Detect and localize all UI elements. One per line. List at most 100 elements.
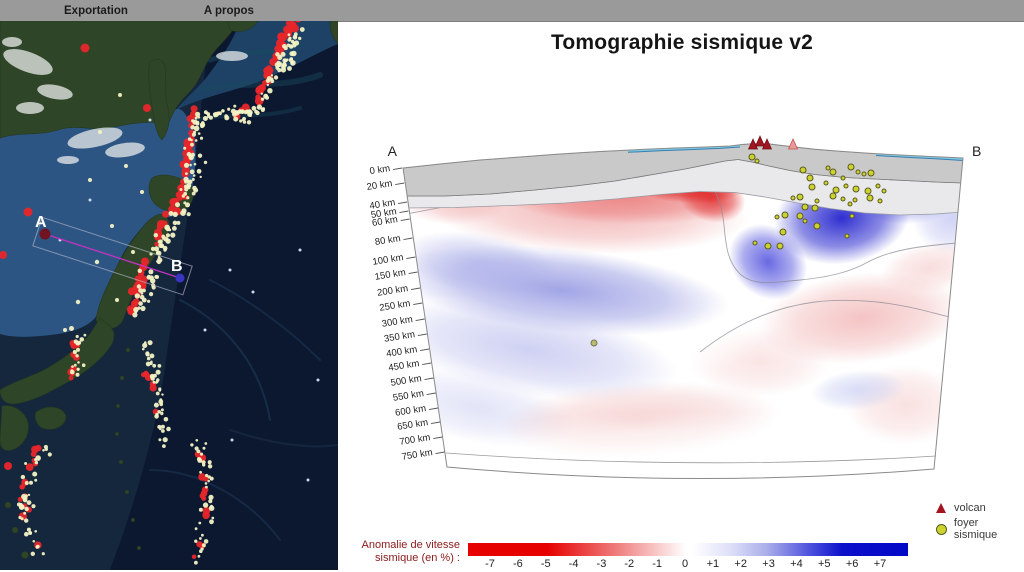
depth-tick-label: 450 km	[388, 358, 421, 374]
earthquake-dot	[162, 437, 168, 443]
earthquake-dot	[158, 388, 162, 392]
earthquake-dot	[35, 455, 41, 461]
earthquake-dot	[160, 411, 164, 416]
anomaly-blob	[810, 369, 906, 411]
depth-tick	[435, 451, 445, 455]
colorbar-tick: 0	[681, 558, 689, 570]
depth-tick-label: 650 km	[396, 417, 429, 433]
earthquake-dot	[193, 162, 197, 166]
earthquake-dot	[124, 164, 128, 168]
earthquake-dot	[47, 452, 52, 457]
earthquake-dot	[20, 504, 25, 510]
hypocenter-marker	[776, 242, 784, 250]
earthquake-dot	[201, 495, 207, 501]
map-canvas[interactable]: A B	[0, 21, 338, 570]
earthquake-dot	[136, 284, 142, 289]
earthquake-dot	[196, 457, 202, 462]
earthquake-dot	[190, 105, 198, 113]
earthquake-dot	[260, 92, 263, 95]
earthquake-dot	[227, 107, 231, 111]
earthquake-dot	[194, 116, 198, 120]
earthquake-dot	[157, 239, 162, 244]
pacific-deep	[110, 21, 338, 570]
earthquake-dot	[75, 372, 80, 377]
colorbar-tick: -3	[596, 558, 607, 570]
section-outline	[402, 143, 964, 480]
hypocenter-marker	[840, 196, 846, 202]
section-label-b: B	[972, 143, 981, 159]
earthquake-dot	[83, 333, 87, 337]
earthquake-dot	[148, 118, 152, 122]
depth-tick-label: 50 km	[370, 206, 397, 221]
earthquake-dot	[191, 554, 197, 560]
earthquake-dot	[41, 552, 45, 556]
earthquake-dot	[200, 490, 208, 497]
earthquake-dot	[184, 187, 189, 192]
earthquake-dot	[233, 104, 237, 108]
earthquake-dot	[34, 460, 39, 465]
earthquake-dot	[298, 248, 302, 252]
hypocenter-marker	[799, 166, 807, 174]
menu-a-propos[interactable]: A propos	[203, 4, 254, 17]
earthquake-dot	[179, 188, 183, 191]
menu-exportation[interactable]: Exportation	[64, 4, 128, 17]
depth-tick-label: 550 km	[392, 388, 425, 404]
earthquake-dot	[160, 424, 165, 429]
earthquake-dot	[191, 178, 195, 181]
earthquake-dot	[71, 365, 74, 368]
earthquake-dot	[299, 27, 305, 32]
earthquake-dot	[203, 160, 208, 165]
earthquake-dot	[207, 460, 212, 465]
colorbar-tick: -1	[652, 558, 663, 570]
earthquake-dot	[69, 326, 74, 331]
earthquake-dot	[194, 539, 198, 543]
earthquake-dot	[280, 51, 286, 57]
profile-overlay: A B	[32, 214, 193, 296]
earthquake-dot	[77, 361, 80, 364]
earthquake-dot	[30, 551, 35, 556]
contour-line	[699, 299, 959, 353]
earthquake-dot	[165, 238, 171, 244]
earthquake-dot	[186, 152, 192, 157]
hypocenter-marker	[790, 195, 796, 201]
hypocenter-marker	[852, 185, 860, 193]
earthquake-dot	[256, 104, 263, 110]
hypocenter-marker	[796, 193, 804, 201]
profile-endpoint-b[interactable]	[175, 273, 185, 283]
earthquake-dot	[140, 190, 144, 194]
earthquake-dot	[255, 94, 261, 100]
earthquake-dot	[149, 384, 157, 392]
hypocenter-marker	[754, 158, 760, 164]
earthquake-dot	[201, 533, 204, 537]
earthquake-dot	[141, 372, 146, 378]
colorbar-tick: +2	[734, 558, 747, 570]
earthquake-dot	[185, 202, 190, 208]
earthquake-dot	[205, 111, 209, 115]
depth-tick	[420, 348, 430, 352]
earthquake-dot	[218, 111, 222, 116]
depth-750-arc	[445, 452, 937, 464]
depth-tick	[410, 287, 421, 291]
earthquake-dot	[190, 138, 193, 142]
earthquake-dot	[162, 444, 166, 448]
earthquake-dot	[202, 446, 206, 450]
earthquake-dot	[153, 402, 159, 408]
earthquake-dot	[152, 363, 157, 368]
earthquake-dot	[34, 478, 38, 482]
earthquake-dot	[266, 83, 269, 87]
earthquake-dot	[190, 443, 194, 447]
depth-tick-label: 20 km	[366, 178, 393, 193]
earthquake-dot	[160, 408, 164, 412]
earthquake-dot	[204, 442, 208, 445]
earthquake-dot	[94, 259, 100, 265]
volcano-marker	[754, 135, 766, 147]
earthquake-dot	[159, 243, 165, 249]
earthquake-dot	[195, 439, 199, 442]
earthquake-dot	[224, 114, 228, 118]
earthquake-dot	[190, 125, 195, 130]
hypocenter-marker	[802, 218, 808, 224]
profile-endpoint-a[interactable]	[39, 228, 51, 240]
earthquake-dot	[204, 482, 208, 485]
earthquake-dot	[242, 116, 247, 121]
earthquake-dot	[152, 380, 156, 384]
